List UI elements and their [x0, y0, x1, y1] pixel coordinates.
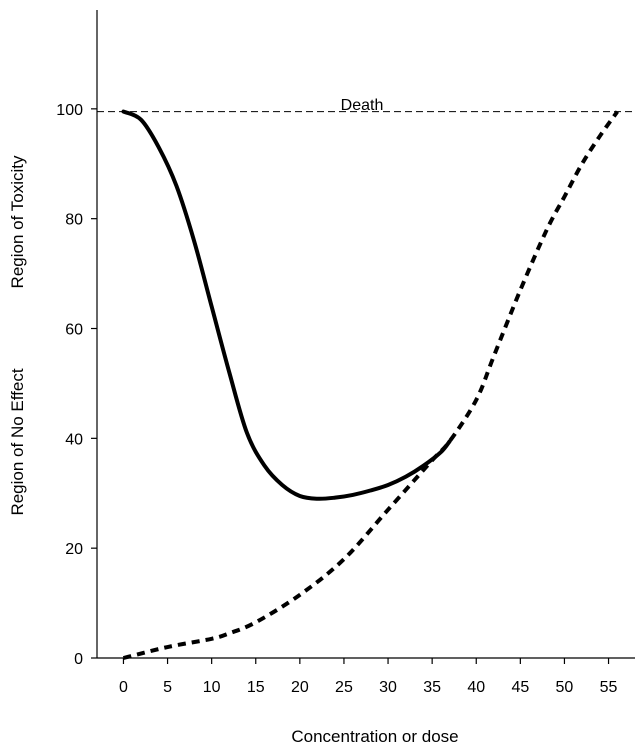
x-tick-label: 55 — [600, 679, 618, 696]
series-group — [121, 109, 619, 660]
x-tick-label: 35 — [423, 679, 441, 696]
y-region-label-toxicity: Region of Toxicity — [8, 155, 27, 288]
x-tick-label: 40 — [467, 679, 485, 696]
death-annotation: Death — [341, 97, 384, 114]
x-tick-label: 25 — [335, 679, 353, 696]
x-tick-label: 5 — [163, 679, 172, 696]
x-tick-label: 50 — [556, 679, 574, 696]
x-tick-label: 20 — [291, 679, 309, 696]
y-tick-label: 0 — [74, 651, 83, 668]
y-tick-label: 40 — [65, 431, 83, 448]
x-axis-label: Concentration or dose — [291, 727, 458, 746]
axes — [96, 10, 635, 659]
x-tick-label: 15 — [247, 679, 265, 696]
y-axis-ticks: 0 20 40 60 80 100 — [56, 102, 97, 668]
y-tick-label: 100 — [56, 102, 83, 119]
y-tick-label: 80 — [65, 212, 83, 229]
x-tick-label: 30 — [379, 679, 397, 696]
x-tick-label: 0 — [119, 679, 128, 696]
y-region-label-no-effect: Region of No Effect — [8, 368, 27, 515]
y-tick-label: 60 — [65, 322, 83, 339]
x-tick-label: 10 — [203, 679, 221, 696]
x-axis-ticks: 0 5 10 15 20 25 30 35 40 45 50 55 — [119, 658, 618, 696]
solid-curve-line — [121, 109, 452, 501]
y-tick-label: 20 — [65, 541, 83, 558]
dashed-curve-line — [122, 110, 619, 660]
x-tick-label: 45 — [511, 679, 529, 696]
